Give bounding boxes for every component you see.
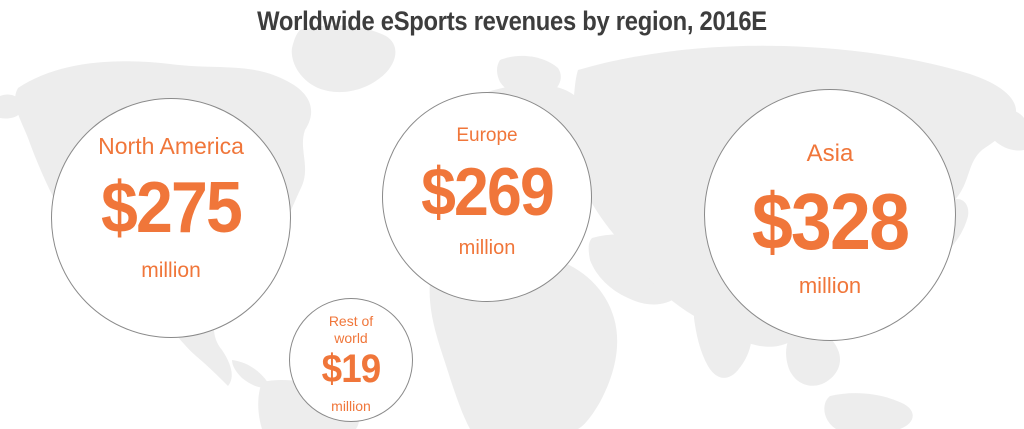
region-label: North America (98, 133, 244, 159)
bubble-europe: Europe $269 million (382, 92, 592, 302)
bubble-asia: Asia $328 million (704, 89, 956, 341)
revenue-value: $328 (751, 177, 910, 266)
region-label: Rest of world (328, 313, 374, 346)
chart-title: Worldwide eSports revenues by region, 20… (257, 6, 767, 36)
bubble-north-america: North America $275 million (51, 98, 291, 338)
bubble-rest-of-world: Rest of world $19 million (289, 298, 413, 422)
revenue-value: $19 (321, 347, 382, 391)
unit-label: million (331, 398, 371, 414)
unit-label: million (141, 259, 201, 282)
region-label: Europe (456, 125, 518, 146)
unit-label: million (458, 237, 516, 259)
revenue-value: $269 (421, 154, 555, 230)
revenue-value: $275 (100, 168, 243, 248)
unit-label: million (798, 273, 862, 298)
region-label: Asia (806, 140, 854, 167)
